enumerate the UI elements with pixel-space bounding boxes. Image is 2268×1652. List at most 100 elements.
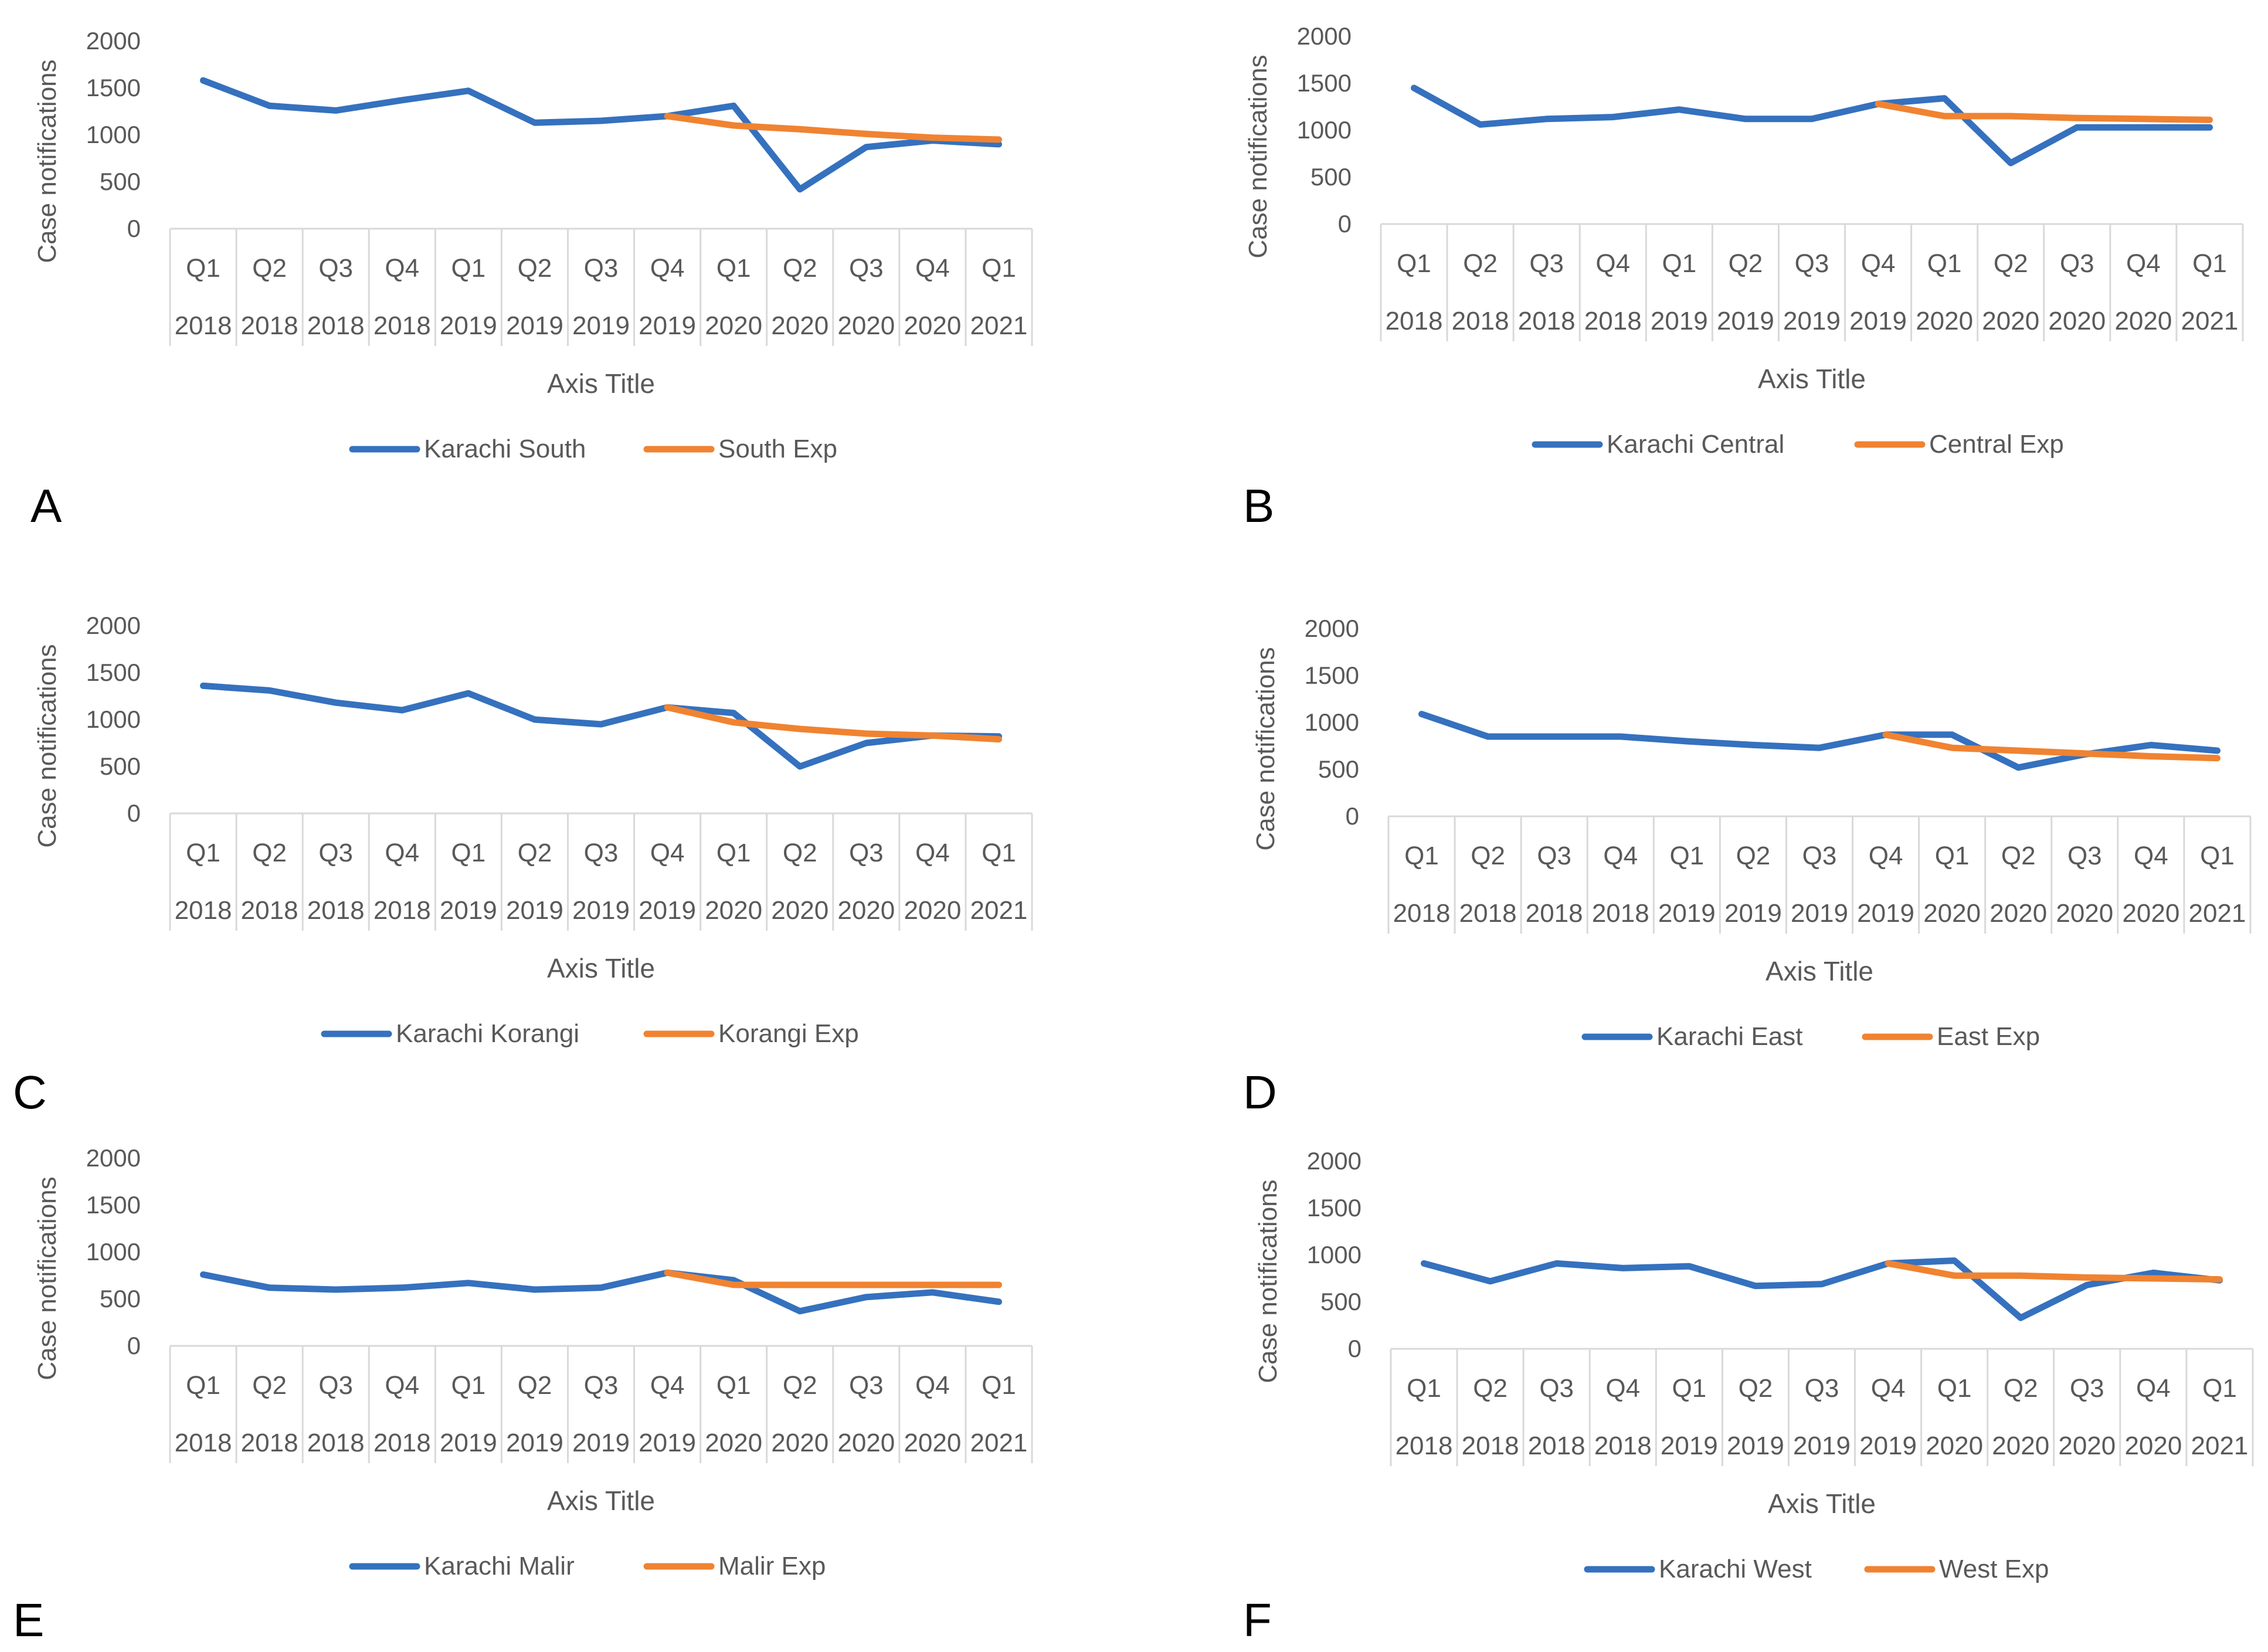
x-tick-year-label: 2018 (1528, 1431, 1585, 1460)
y-tick-label: 500 (100, 168, 141, 195)
x-tick-quarter-label: Q3 (318, 1371, 353, 1400)
x-tick-quarter-label: Q2 (783, 254, 817, 283)
x-tick-year-label: 2020 (2122, 899, 2179, 928)
x-tick-quarter-label: Q1 (982, 1371, 1016, 1400)
x-tick-quarter-label: Q1 (717, 1371, 751, 1400)
x-tick-quarter-label: Q1 (1672, 1374, 1706, 1403)
x-tick-year-label: 2021 (2189, 899, 2246, 928)
x-tick-year-label: 2018 (374, 1429, 431, 1457)
chart-panel-b: 0 500 1000 1500 2000 Case notifications Q1 Q2 Q3… (1243, 22, 2244, 532)
series-line-observed (1421, 1257, 2223, 1321)
y-tick-label: 1500 (1307, 1194, 1362, 1222)
x-tick-quarter-label: Q1 (1397, 249, 1431, 278)
x-tick-quarter-label: Q2 (1739, 1374, 1773, 1403)
legend: Karachi South South Exp (349, 435, 837, 463)
x-tick-quarter-label: Q1 (717, 839, 751, 867)
y-tick-label: 0 (1338, 210, 1352, 238)
x-tick-quarter-label: Q1 (2202, 1374, 2237, 1403)
x-tick-quarter-label: Q4 (2136, 1374, 2171, 1403)
x-tick-quarter-label: Q3 (1795, 249, 1829, 278)
x-tick-quarter-label: Q3 (1802, 842, 1837, 870)
series-line-observed (200, 682, 1002, 770)
y-tick-label: 500 (1318, 755, 1359, 783)
x-tick-year-label: 2020 (1916, 307, 1973, 335)
x-tick-quarter-label: Q1 (2200, 842, 2235, 870)
chart-panel-e: 0 500 1000 1500 2000 Case notifications Q1 Q2 Q3… (13, 1144, 1033, 1646)
y-tick-label: 500 (100, 752, 141, 780)
x-tick-quarter-label: Q4 (2126, 249, 2161, 278)
x-tick-quarter-label: Q3 (849, 1371, 884, 1400)
chart-panel-c: 0 500 1000 1500 2000 Case notifications Q1 Q2 Q3… (13, 612, 1033, 1118)
x-tick-quarter-label: Q4 (915, 839, 950, 867)
series-line-expected (1875, 100, 2213, 123)
panel-letter: C (13, 1066, 47, 1118)
x-tick-quarter-label: Q4 (915, 254, 950, 283)
x-tick-quarter-label: Q1 (451, 1371, 485, 1400)
x-tick-year-label: 2019 (1859, 1431, 1917, 1460)
x-tick-quarter-label: Q1 (186, 839, 220, 867)
x-tick-quarter-label: Q2 (1463, 249, 1498, 278)
y-tick-label: 500 (1310, 163, 1352, 191)
series-line-observed (200, 1269, 1002, 1315)
x-tick-year-label: 2020 (771, 1429, 829, 1457)
x-tick-year-label: 2020 (2056, 899, 2113, 928)
series-line-expected (664, 704, 1002, 743)
x-axis-title: Axis Title (547, 953, 655, 983)
x-tick-quarter-label: Q1 (1662, 249, 1696, 278)
legend-label: Karachi East (1656, 1022, 1802, 1051)
y-tick-label: 1000 (1305, 708, 1359, 736)
y-tick-label: 1000 (1307, 1241, 1362, 1268)
legend: Karachi Malir Malir Exp (349, 1552, 826, 1580)
x-tick-quarter-label: Q1 (1669, 842, 1704, 870)
y-tick-label: 1500 (1297, 69, 1352, 97)
x-tick-year-label: 2018 (241, 896, 298, 925)
x-tick-quarter-label: Q3 (849, 254, 884, 283)
x-tick-year-label: 2018 (307, 1429, 365, 1457)
x-tick-quarter-label: Q1 (186, 254, 220, 283)
x-tick-quarter-label: Q3 (849, 839, 884, 867)
y-tick-label: 0 (127, 1332, 141, 1359)
x-tick-year-label: 2021 (2191, 1431, 2249, 1460)
x-tick-quarter-label: Q2 (1994, 249, 2028, 278)
x-tick-year-label: 2019 (1849, 307, 1907, 335)
y-axis-title: Case notifications (1244, 55, 1272, 258)
x-tick-quarter-label: Q3 (584, 839, 619, 867)
panel-letter: D (1243, 1066, 1277, 1118)
series-line-expected (1882, 731, 2221, 762)
x-tick-year-label: 2018 (1518, 307, 1576, 335)
x-tick-quarter-label: Q1 (982, 254, 1016, 283)
x-axis-title: Axis Title (547, 368, 655, 399)
x-tick-quarter-label: Q4 (1605, 1374, 1640, 1403)
x-tick-quarter-label: Q1 (1927, 249, 1962, 278)
x-tick-year-label: 2018 (1393, 899, 1451, 928)
x-tick-quarter-label: Q2 (252, 254, 287, 283)
x-tick-year-label: 2019 (1717, 307, 1774, 335)
panel-letter: F (1243, 1594, 1272, 1646)
y-tick-label: 1000 (1297, 116, 1352, 144)
x-tick-quarter-label: Q4 (650, 1371, 685, 1400)
x-tick-year-label: 2019 (1658, 899, 1716, 928)
legend-label: Karachi West (1659, 1555, 1812, 1583)
y-tick-label: 0 (127, 799, 141, 827)
x-tick-year-label: 2019 (440, 311, 497, 340)
x-axis-title: Axis Title (1758, 364, 1866, 394)
x-tick-quarter-label: Q1 (186, 1371, 220, 1400)
x-tick-year-label: 2019 (1661, 1431, 1718, 1460)
x-tick-quarter-label: Q1 (451, 839, 485, 867)
y-axis-title: Case notifications (1251, 647, 1280, 850)
legend-label: East Exp (1937, 1022, 2040, 1051)
x-tick-year-label: 2019 (572, 896, 630, 925)
series-line-expected (664, 113, 1002, 143)
x-tick-year-label: 2019 (1783, 307, 1841, 335)
x-tick-year-label: 2018 (1594, 1431, 1652, 1460)
x-tick-quarter-label: Q4 (1871, 1374, 1906, 1403)
x-tick-quarter-label: Q4 (2134, 842, 2168, 870)
legend: Karachi Korangi Korangi Exp (321, 1019, 859, 1048)
x-tick-year-label: 2019 (1791, 899, 1848, 928)
x-tick-quarter-label: Q3 (1805, 1374, 1839, 1403)
x-tick-year-label: 2018 (1396, 1431, 1453, 1460)
y-tick-label: 2000 (86, 27, 141, 55)
x-axis-title: Axis Title (1765, 956, 1873, 986)
x-tick-quarter-label: Q2 (783, 1371, 817, 1400)
